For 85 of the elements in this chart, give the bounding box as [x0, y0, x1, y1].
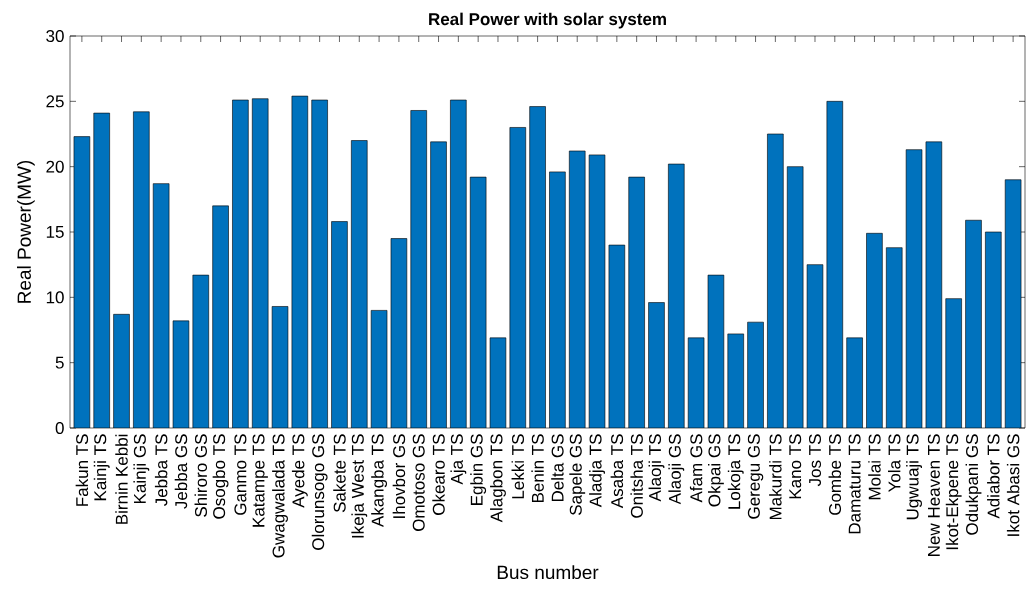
- x-tick-label: Molai TS: [868, 434, 881, 500]
- bar: [410, 110, 427, 428]
- x-tick-label: Alagbon TS: [490, 434, 506, 523]
- bar: [846, 337, 863, 428]
- y-tick-label: 0: [55, 421, 64, 435]
- bar: [93, 112, 110, 428]
- x-tick-label: Aladja TS: [589, 434, 605, 508]
- x-tick-label: Jebba GS: [174, 434, 188, 509]
- x-tick-label: Kano TS: [789, 434, 802, 499]
- bar: [212, 205, 229, 428]
- x-tick-label: Katampe TS: [252, 434, 268, 527]
- y-axis-title: Real Power(MW): [16, 160, 35, 303]
- y-tick-label: 20: [46, 160, 64, 173]
- y-tick-label: 15: [46, 226, 64, 238]
- y-tick-label: 30: [46, 29, 64, 43]
- bar: [945, 298, 962, 428]
- x-tick-label: Makurdi TS: [769, 434, 782, 520]
- x-tick-label: New Heaven TS: [927, 434, 940, 556]
- bar: [351, 140, 368, 428]
- bar: [648, 302, 665, 428]
- x-tick-label: Benin TS: [531, 434, 544, 503]
- bar: [668, 163, 685, 428]
- bar: [331, 221, 348, 428]
- bar: [727, 333, 744, 428]
- bar: [866, 233, 883, 428]
- bar: [311, 99, 328, 428]
- x-tick-label: Ikot Abasi GS: [1006, 434, 1020, 536]
- x-tick-label: Damaturu TS: [848, 434, 861, 534]
- x-tick-label: Okearo TS: [432, 434, 445, 515]
- bar: [767, 133, 784, 428]
- x-tick-label: Fakun TS: [75, 434, 89, 506]
- x-tick-label: Osogbo TS: [212, 434, 229, 519]
- chart-title: Real Power with solar system: [429, 12, 666, 29]
- x-tick-label: Ikeja West TS: [351, 434, 368, 538]
- x-tick-label: Shiroro GS: [194, 434, 208, 517]
- x-tick-label: Kainji GS: [133, 434, 150, 504]
- bar: [549, 171, 566, 428]
- x-tick-label: Afam GS: [689, 434, 703, 503]
- bar: [192, 274, 209, 428]
- x-tick-label: Alaoji GS: [668, 434, 685, 505]
- bar: [113, 314, 130, 428]
- x-axis-title: Bus number: [497, 565, 599, 580]
- x-tick-label: Ugwuaji TS: [906, 434, 922, 520]
- x-tick-label: Ikot-Ekpene TS: [945, 434, 962, 550]
- x-tick-label: Kainji TS: [93, 434, 110, 501]
- x-tick-label: Onitsha TS: [630, 434, 643, 518]
- bar: [965, 219, 982, 428]
- bar: [529, 106, 546, 428]
- x-tick-label: Sapele GS: [569, 434, 586, 515]
- bar: [430, 141, 447, 428]
- bar: [232, 99, 249, 428]
- x-tick-label: Asaba TS: [610, 434, 624, 509]
- x-tick-label: Adiabor TS: [987, 434, 1000, 519]
- x-tick-label: Ganmo TS: [234, 434, 247, 515]
- x-tick-label: Akangba TS: [371, 434, 388, 528]
- x-tick-label: Odukpani GS: [965, 434, 982, 535]
- bar: [985, 231, 1002, 428]
- x-tick-label: Egbin GS: [470, 434, 487, 505]
- bar: [886, 247, 903, 428]
- x-tick-label: Sakete TS: [333, 434, 346, 513]
- x-tick-label: Jebba TS: [154, 434, 168, 507]
- bar: [133, 111, 150, 428]
- bar: [628, 176, 645, 428]
- x-tick-label: Gwagwalada TS: [272, 434, 288, 558]
- y-tick-label: 10: [46, 291, 64, 304]
- bar: [450, 99, 467, 428]
- x-tick-label: Omotoso GS: [412, 434, 425, 531]
- bar: [747, 321, 764, 428]
- x-tick-label: Ayede TS: [291, 434, 308, 508]
- x-tick-label: Olorunsogo GS: [311, 434, 328, 550]
- bar: [569, 150, 586, 428]
- x-tick-label: Ihovbor GS: [392, 434, 406, 518]
- y-tick-label: 25: [46, 95, 64, 108]
- y-tick-label: 5: [55, 356, 64, 369]
- x-tick-label: Yola TS: [888, 434, 901, 493]
- x-tick-label: Aja TS: [450, 434, 467, 485]
- x-tick-label: Lokoja TS: [727, 434, 744, 509]
- x-tick-label: Lekki TS: [511, 434, 525, 499]
- x-tick-label: Jos TS: [808, 434, 822, 487]
- x-tick-label: Alaoji TS: [648, 434, 665, 502]
- x-tick-label: Okpai GS: [708, 434, 724, 507]
- x-tick-label: Geregu GS: [747, 434, 764, 519]
- x-tick-label: Birnin Kebbi: [115, 434, 128, 524]
- x-tick-label: Gombe TS: [828, 434, 842, 515]
- x-tick-label: Delta GS: [551, 434, 564, 502]
